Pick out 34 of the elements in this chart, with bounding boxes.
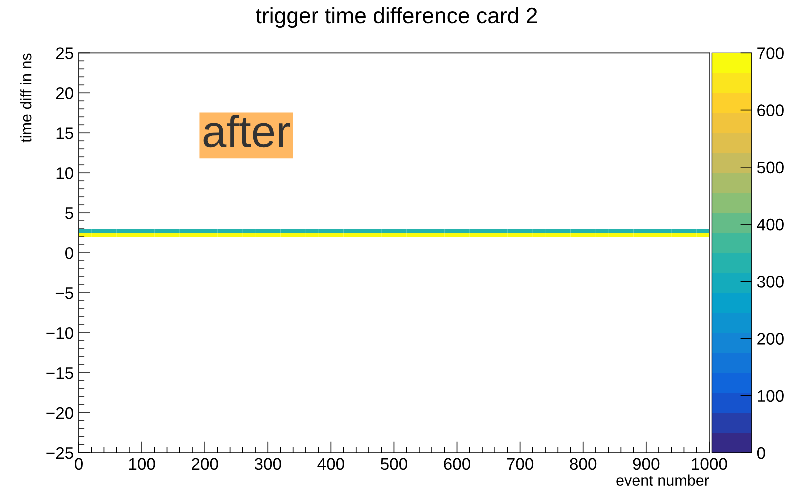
- color-bar-label: 200: [758, 333, 784, 345]
- y-tick-label: 5: [66, 208, 74, 220]
- y-tick-label: 10: [56, 168, 74, 180]
- chart-title: trigger time difference card 2: [256, 7, 538, 28]
- color-bar-label: 600: [758, 104, 784, 116]
- x-axis-title: event number: [616, 474, 710, 486]
- y-tick-label: 0: [66, 247, 74, 260]
- color-bar-label: 0: [757, 447, 766, 460]
- y-axis-title: time diff in ns: [20, 54, 32, 143]
- x-tick-label: 900: [633, 458, 660, 470]
- x-tick-label: 200: [192, 458, 218, 470]
- y-tick-label: −25: [46, 447, 74, 460]
- y-tick-label: −5: [56, 288, 74, 300]
- y-tick-label: −15: [46, 368, 74, 380]
- color-bar-label: 100: [758, 390, 784, 402]
- color-bar-label: 500: [757, 162, 784, 174]
- x-tick-label: 100: [129, 458, 156, 470]
- y-tick-label: −20: [46, 407, 74, 420]
- x-tick-label: 0: [75, 458, 83, 470]
- x-tick-label: 800: [570, 458, 597, 470]
- y-tick-label: 15: [56, 128, 74, 140]
- color-bar-label: 700: [758, 48, 784, 60]
- x-tick-label: 600: [444, 458, 471, 470]
- color-bar-label: 300: [757, 276, 784, 288]
- x-tick-label: 700: [507, 458, 534, 470]
- x-tick-label: 300: [254, 458, 282, 470]
- x-tick-label: 500: [380, 458, 408, 470]
- y-tick-label: 20: [56, 88, 74, 100]
- x-tick-label: 1000: [692, 458, 728, 470]
- y-tick-label: 25: [56, 48, 74, 60]
- annotation: after: [204, 114, 290, 148]
- y-tick-label: −10: [46, 327, 74, 340]
- x-tick-label: 400: [318, 458, 344, 470]
- color-bar-label: 400: [757, 218, 784, 231]
